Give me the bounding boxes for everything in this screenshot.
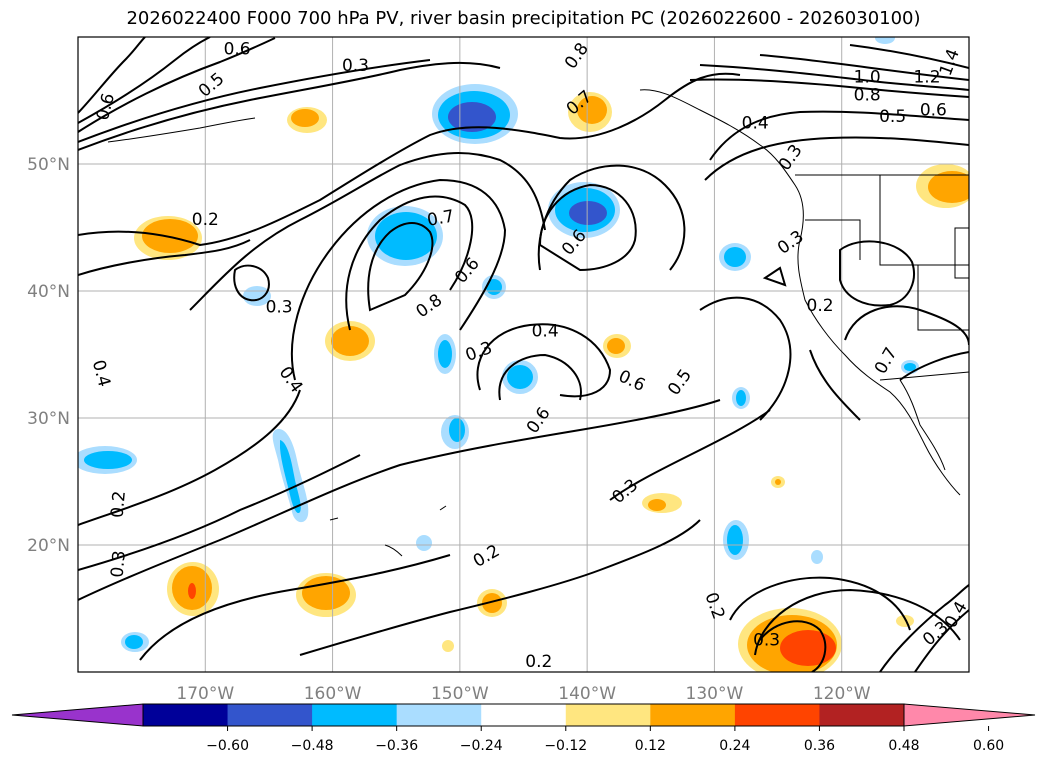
longitude-tick-label: 140°W xyxy=(558,684,616,704)
contour-label: 0.4 xyxy=(88,358,114,389)
contour-label: 0.3 xyxy=(775,141,807,175)
latitude-tick-label: 30°N xyxy=(27,409,70,429)
longitude-tick-label: 160°W xyxy=(304,684,362,704)
colorbar-tick-label: 0.48 xyxy=(888,738,919,754)
colorbar-tick-label: 0.12 xyxy=(635,738,666,754)
shade-positive xyxy=(134,92,969,672)
longitude-tick-label: 120°W xyxy=(813,684,871,704)
colorbar-bin xyxy=(650,704,736,726)
contour-label: 0.8 xyxy=(412,290,446,322)
contour-label: 0.3 xyxy=(774,227,808,259)
colorbar-tick-label: −0.24 xyxy=(460,738,503,754)
contour-label: 0.3 xyxy=(108,550,130,579)
contour-label: 0.2 xyxy=(192,210,219,230)
latitude-tick-label: 50°N xyxy=(27,155,70,175)
map-frame xyxy=(77,36,970,673)
colorbar: −0.60 −0.48 −0.36 −0.24 −0.12 0.12 0.24 0.36 0.4… xyxy=(11,703,1036,754)
contour-label: 0.6 xyxy=(523,404,555,438)
latitude-tick-label: 40°N xyxy=(27,282,70,302)
contour-label: 0.2 xyxy=(807,296,834,316)
colorbar-tick-label: 0.36 xyxy=(804,738,835,754)
contour-label: 1.0 xyxy=(854,68,881,88)
colorbar-tick-label: −0.36 xyxy=(375,738,418,754)
colorbar-bin xyxy=(734,704,820,726)
contour-label: 1.2 xyxy=(913,68,940,88)
longitude-tick-label: 170°W xyxy=(176,684,234,704)
contour-label: 0.2 xyxy=(108,490,130,519)
colorbar-extend-low xyxy=(11,703,144,727)
precipitation-shading xyxy=(78,37,969,672)
contour-label: 0.6 xyxy=(451,254,484,288)
colorbar-bin xyxy=(819,704,905,726)
contour-label: 0.2 xyxy=(470,541,503,572)
contour-label: 0.6 xyxy=(93,91,119,122)
contour-label: 0.5 xyxy=(879,107,906,127)
contour-label: 0.2 xyxy=(525,652,552,672)
colorbar-tick-label: 0.24 xyxy=(719,738,750,754)
colorbar-bin xyxy=(481,704,567,726)
contour-label: 0.3 xyxy=(753,630,780,650)
colorbar-tick-label: −0.60 xyxy=(206,738,249,754)
contour-labels: 0.60.60.50.3 0.80.70.40.31.0 1.21.40.80.5 0… xyxy=(88,39,972,672)
colorbar-tick-label: −0.12 xyxy=(544,738,587,754)
pv-contours xyxy=(78,37,969,672)
colorbar-outline xyxy=(142,703,905,727)
contour-label: 0.2 xyxy=(700,590,728,622)
colorbar-bin xyxy=(227,704,313,726)
contour-label: 0.8 xyxy=(561,39,593,73)
colorbar-extend-high xyxy=(903,703,1036,727)
contour-label: 0.3 xyxy=(609,475,643,508)
contour-label: 0.6 xyxy=(920,101,947,121)
contour-label: 1.4 xyxy=(936,46,964,78)
contour-label: 0.7 xyxy=(426,206,456,230)
colorbar-bin xyxy=(312,704,398,726)
contour-label: 0.8 xyxy=(854,85,881,105)
coastlines xyxy=(107,89,969,557)
colorbar-bin xyxy=(396,704,482,726)
plot-title: 2026022400 F000 700 hPa PV, river basin … xyxy=(126,8,921,29)
latitude-tick-label: 20°N xyxy=(27,536,70,556)
contour-label: 0.6 xyxy=(224,40,251,60)
contour-label: 0.4 xyxy=(275,363,307,397)
longitude-tick-label: 130°W xyxy=(686,684,744,704)
colorbar-tick-label: −0.48 xyxy=(291,738,334,754)
colorbar-bin xyxy=(565,704,651,726)
contour-label: 0.4 xyxy=(742,113,769,133)
contour-label: 0.6 xyxy=(615,366,648,396)
graticule xyxy=(78,37,969,672)
contour-label: 0.3 xyxy=(342,56,369,76)
latitude-tick-labels: 50°N 40°N 30°N 20°N xyxy=(27,155,70,556)
contour-label: 0.5 xyxy=(664,366,696,400)
longitude-tick-label: 150°W xyxy=(431,684,489,704)
longitude-tick-labels: 170°W 160°W 150°W 140°W 130°W 120°W xyxy=(176,684,870,704)
contour-label: 0.7 xyxy=(871,344,902,377)
colorbar-tick-label: 0.60 xyxy=(973,738,1004,754)
contour-label: 0.4 xyxy=(532,322,559,342)
colorbar-bin xyxy=(143,704,229,726)
contour-label: 0.3 xyxy=(266,298,293,318)
